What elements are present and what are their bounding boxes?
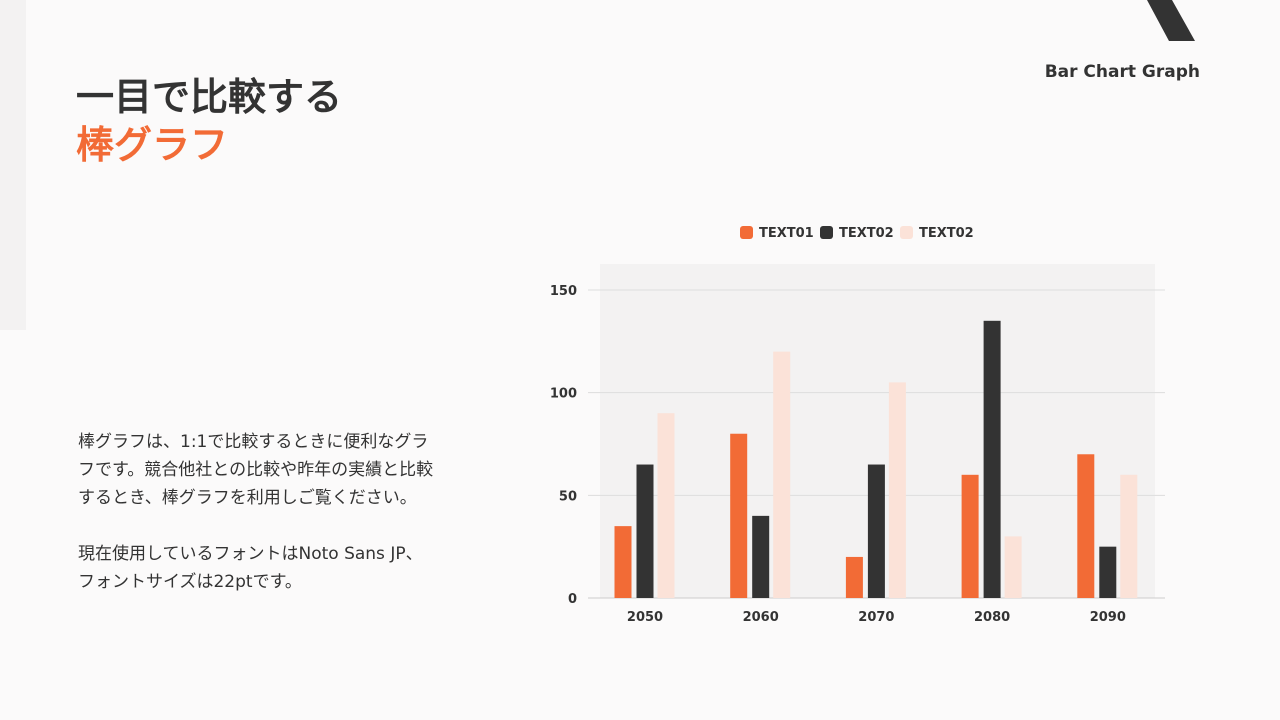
legend-swatch	[820, 226, 833, 239]
left-accent-strip	[0, 0, 26, 330]
diagonal-decoration	[1147, 0, 1195, 41]
description-paragraph: 現在使用しているフォントはNoto Sans JP、フォントサイズは22ptです…	[78, 544, 423, 592]
bar	[636, 464, 654, 598]
description-paragraph: 棒グラフは、1:1で比較するときに便利なグラフです。競合他社との比較や昨年の実績…	[78, 432, 434, 508]
legend-swatch	[900, 226, 913, 239]
y-tick-label: 0	[568, 592, 577, 607]
bar	[657, 413, 675, 598]
bar	[888, 382, 906, 598]
x-tick-label: 2070	[858, 610, 894, 625]
legend-label: TEXT02	[919, 226, 974, 241]
bar	[752, 515, 770, 598]
y-tick-label: 50	[559, 489, 577, 504]
bar	[983, 320, 1001, 598]
x-tick-label: 2060	[743, 610, 779, 625]
legend-label: TEXT02	[839, 226, 894, 241]
bar	[961, 474, 979, 598]
page-title: 一目で比較する	[76, 75, 343, 119]
x-tick-label: 2090	[1090, 610, 1126, 625]
bar	[730, 433, 748, 598]
legend-label: TEXT01	[759, 226, 814, 241]
brand-label: Bar Chart Graph	[1044, 62, 1200, 82]
page-subtitle: 棒グラフ	[76, 123, 229, 167]
x-tick-label: 2050	[627, 610, 663, 625]
bar	[1099, 546, 1117, 598]
x-tick-label: 2080	[974, 610, 1010, 625]
y-tick-label: 150	[550, 284, 577, 299]
bar	[773, 351, 791, 598]
legend-swatch	[740, 226, 753, 239]
bar	[1004, 536, 1022, 598]
bar	[1120, 474, 1138, 598]
bar	[614, 526, 632, 598]
y-tick-label: 100	[550, 387, 577, 402]
description: 棒グラフは、1:1で比較するときに便利なグラフです。競合他社との比較や昨年の実績…	[78, 428, 438, 624]
bar	[845, 556, 863, 598]
bar	[867, 464, 885, 598]
bar	[1077, 454, 1095, 598]
